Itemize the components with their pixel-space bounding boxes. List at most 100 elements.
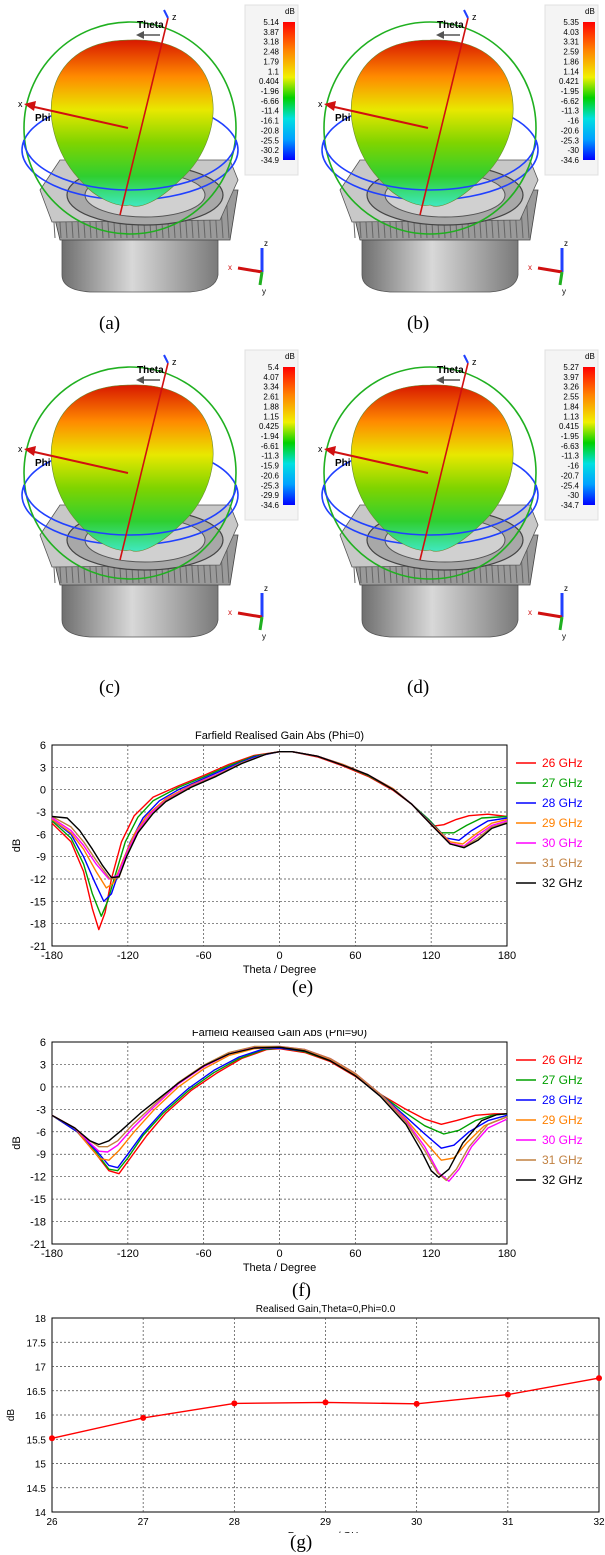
colorbar-unit: dB — [585, 352, 595, 361]
y-tick-label: -21 — [30, 941, 46, 953]
y-tick-label: -9 — [36, 1149, 46, 1161]
colorbar-tick: 2.55 — [563, 393, 579, 402]
x-tick-label: 29 — [320, 1517, 332, 1528]
z-axis-tip — [463, 354, 469, 364]
z-axis-line — [419, 17, 469, 216]
theta-arrow-head — [136, 31, 144, 39]
y-tick-label: 14.5 — [27, 1484, 47, 1495]
x-tick-label: 28 — [229, 1517, 241, 1528]
colorbar-tick: -25.5 — [261, 136, 280, 145]
theta-ring — [23, 21, 237, 235]
caption-b: (b) — [407, 313, 430, 334]
x-tick-label: 32 — [593, 1517, 605, 1528]
colorbar-tick: -25.3 — [261, 481, 280, 490]
z-axis-tip — [463, 9, 469, 19]
x-tick-label: 0 — [276, 950, 282, 962]
colorbar-tick: 1.1 — [268, 67, 280, 76]
x-tick-label: -60 — [196, 1248, 212, 1260]
legend-label-0: 26 GHz — [542, 756, 583, 770]
y-tick-label: -6 — [36, 829, 46, 841]
caption-a: (a) — [99, 313, 121, 334]
colorbar-tick: 5.4 — [268, 363, 280, 372]
x-tick-label: 180 — [498, 1248, 516, 1260]
triad-y-label: y — [562, 632, 566, 641]
colorbar-tick: 1.14 — [563, 67, 579, 76]
colorbar-tick: -16 — [567, 117, 579, 126]
series-line-6 — [51, 751, 508, 879]
colorbar-tick: 3.26 — [563, 383, 579, 392]
z-axis-line — [419, 362, 469, 561]
y-tick-label: -3 — [36, 1104, 46, 1116]
y-tick-label: 3 — [40, 1059, 46, 1071]
series-point — [140, 1414, 147, 1421]
legend-label-4: 30 GHz — [542, 1133, 583, 1147]
legend-label-1: 27 GHz — [542, 1073, 583, 1087]
z-axis-tip — [163, 354, 169, 364]
legend-label-2: 28 GHz — [542, 1093, 583, 1107]
colorbar-tick: 3.87 — [263, 28, 279, 37]
y-tick-label: -12 — [30, 874, 46, 886]
series-point — [231, 1400, 238, 1407]
y-axis-label: dB — [11, 1136, 23, 1149]
z-label: z — [472, 12, 477, 22]
y-tick-label: 14 — [35, 1508, 47, 1519]
legend-label-6: 32 GHz — [542, 876, 583, 890]
colorbar-tick: -25.4 — [561, 481, 580, 490]
series-point — [504, 1391, 511, 1398]
colorbar-tick: -34.9 — [261, 156, 280, 165]
colorbar-tick: -20.8 — [261, 126, 280, 135]
phi-label: Phi — [335, 113, 351, 124]
y-tick-label: -12 — [30, 1172, 46, 1184]
colorbar-tick: -30.2 — [261, 146, 280, 155]
y-tick-label: -18 — [30, 1217, 46, 1229]
legend-label-3: 29 GHz — [542, 1113, 583, 1127]
colorbar-tick: 2.61 — [263, 393, 279, 402]
colorbar-gradient — [283, 22, 295, 160]
triad-x-label: x — [528, 263, 532, 272]
x-tick-label: 60 — [349, 950, 361, 962]
y-tick-label: 16.5 — [27, 1387, 47, 1398]
chart-f: -180 -120 -60 0 60 120 180 6 3 0 -3 -6 -9 -12 -15 -18 -2… — [0, 1027, 605, 1295]
colorbar-tick: 5.27 — [563, 363, 579, 372]
y-tick-label: -6 — [36, 1127, 46, 1139]
radiation-lobe — [350, 384, 514, 552]
phi-ring-front — [323, 139, 537, 191]
colorbar-tick: -11.3 — [561, 107, 579, 116]
colorbar-gradient — [583, 367, 595, 505]
triad-y-label: y — [262, 632, 266, 641]
triad-x-label: x — [228, 608, 232, 617]
colorbar-tick: 5.14 — [263, 18, 279, 27]
caption-c: (c) — [99, 677, 121, 698]
y-tick-label: -15 — [30, 896, 46, 908]
pattern-panel-c: Theta z x Phi z x y dB 5.4 4.07 3.34 2.61 1.88 1.15 0.… — [0, 345, 300, 665]
colorbar-tick: -20.7 — [561, 471, 580, 480]
antenna-cylinder — [61, 574, 219, 638]
theta-label: Theta — [437, 20, 464, 31]
x-tick-label: 27 — [138, 1517, 150, 1528]
colorbar-unit: dB — [585, 7, 595, 16]
colorbar-tick: 1.79 — [263, 57, 279, 66]
colorbar-tick: -29.9 — [261, 491, 280, 500]
series-line-6 — [51, 1046, 508, 1179]
theta-arrow-head — [436, 31, 444, 39]
colorbar-tick: 5.35 — [563, 18, 579, 27]
radiation-lobe — [50, 384, 214, 552]
triad-x-label: x — [528, 608, 532, 617]
pattern-panel-a: Theta z x Phi z x y dB 5.14 3.87 3.18 2.48 1.79 1.1 0.… — [0, 0, 300, 300]
x-label: x — [318, 99, 323, 109]
theta-arrow-head — [136, 376, 144, 384]
z-label: z — [172, 12, 177, 22]
colorbar-unit: dB — [285, 352, 295, 361]
x-tick-label: 120 — [422, 1248, 440, 1260]
triad-x-icon — [237, 611, 263, 619]
legend-label-2: 28 GHz — [542, 796, 583, 810]
y-tick-label: 18 — [35, 1314, 47, 1325]
colorbar-tick: 3.34 — [263, 383, 279, 392]
colorbar-tick: 1.88 — [263, 402, 279, 411]
colorbar-tick: -30 — [567, 146, 579, 155]
colorbar-tick: -20.6 — [561, 126, 580, 135]
caption-e: (e) — [292, 977, 314, 998]
pattern-d-svg: ThetazxPhizxydB5.273.973.262.551.841.130… — [318, 349, 599, 641]
y-tick-label: 17 — [35, 1363, 47, 1374]
chart-g: 26 27 28 29 30 31 32 18 17.5 17 16.5 16 15.5 15 14.5 14… — [0, 1298, 605, 1542]
